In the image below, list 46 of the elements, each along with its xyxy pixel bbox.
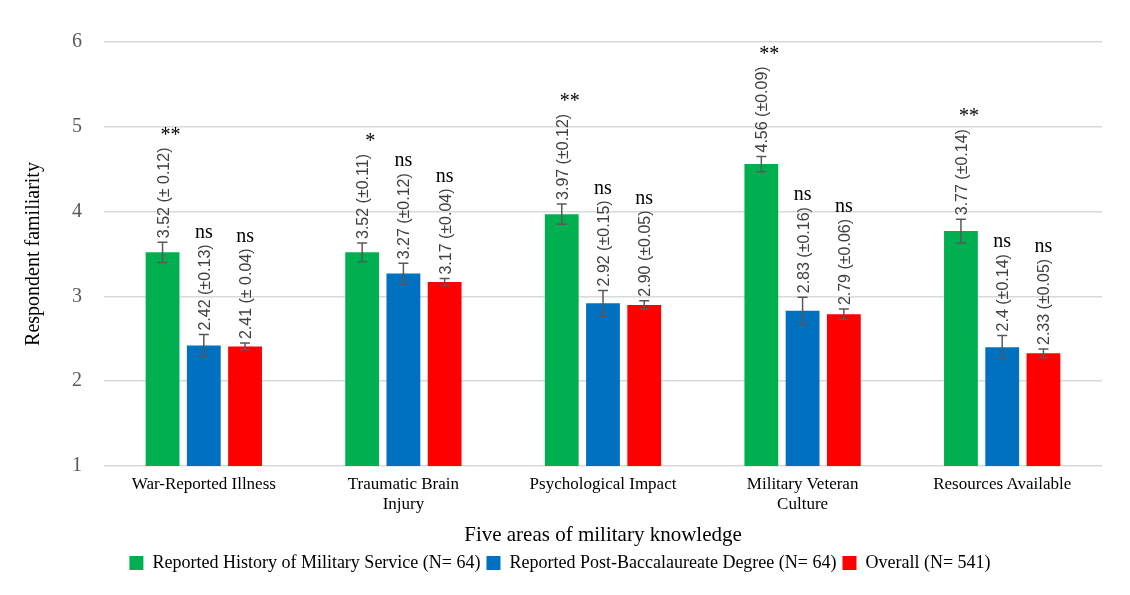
data-label: 3.52 (±0.11)	[354, 153, 372, 239]
annotation: ns	[635, 185, 654, 208]
annotation: ns	[194, 219, 213, 242]
annotation: **	[759, 41, 780, 64]
y-tick-label: 6	[72, 29, 82, 52]
legend-label: Overall (N= 541)	[865, 551, 991, 573]
x-axis-title: Five areas of military knowledge	[464, 521, 742, 546]
annotation: ns	[993, 229, 1012, 252]
legend-label: Reported History of Military Service (N= 64)	[152, 551, 481, 573]
data-label: 4.56 (±0.09)	[753, 66, 771, 153]
data-label: 2.4 (±0.14)	[994, 254, 1012, 332]
annotation: ns	[1034, 234, 1053, 257]
x-tick-label: Psychological Impact	[529, 473, 677, 493]
data-label: 2.83 (±0.16)	[794, 207, 812, 294]
data-label: 2.79 (±0.06)	[835, 218, 853, 306]
data-label: 2.41 (± 0.04)	[237, 248, 255, 340]
data-label: 2.33 (±0.05)	[1035, 258, 1053, 345]
legend-label: Reported Post-Baccalaureate Degree (N= 64)	[509, 551, 837, 573]
y-tick-label: 4	[72, 198, 82, 221]
annotation: **	[559, 89, 580, 112]
data-label: 3.52 (± 0.12)	[154, 147, 172, 239]
annotation: ns	[236, 223, 255, 246]
data-label: 3.17 (±0.04)	[436, 188, 454, 275]
annotation: **	[958, 104, 979, 127]
annotation: ns	[793, 182, 812, 205]
x-tick-label: Traumatic Brain Injury	[347, 473, 460, 514]
data-label: 2.92 (±0.15)	[595, 200, 612, 287]
annotation: ns	[594, 175, 613, 198]
x-tick-label: Military Veteran Culture	[746, 473, 859, 514]
data-label: 2.90 (±0.05)	[636, 210, 654, 297]
y-tick-label: 1	[72, 453, 82, 476]
annotation: ns	[435, 163, 454, 186]
x-tick-label: Resources Available	[933, 473, 1072, 493]
annotation: ns	[834, 194, 853, 217]
y-axis-title: Respondent familiarity	[21, 162, 45, 346]
annotation: *	[365, 129, 376, 152]
data-label: 2.42 (±0.13)	[195, 244, 213, 331]
y-tick-label: 3	[72, 283, 82, 306]
data-label: 3.27 (±0.12)	[395, 173, 413, 260]
y-tick-label: 2	[72, 368, 82, 391]
annotation: **	[160, 122, 181, 145]
y-tick-label: 5	[72, 114, 82, 137]
data-label: 3.77 (±0.14)	[952, 129, 970, 216]
x-tick-label: War-Reported Illness	[131, 473, 276, 493]
data-label: 3.97 (±0.12)	[553, 113, 571, 200]
annotation: ns	[394, 148, 413, 171]
